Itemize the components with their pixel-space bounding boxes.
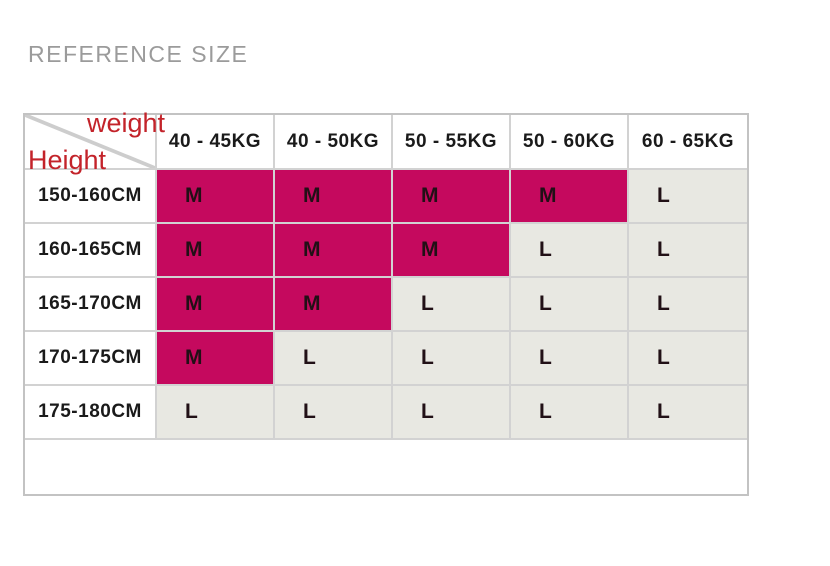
- row-header-160-165cm: 160-165CM: [25, 224, 157, 278]
- col-header-40-45kg: 40 - 45KG: [157, 115, 275, 170]
- size-cell: M: [157, 278, 275, 332]
- weight-axis-label: weight: [86, 108, 165, 138]
- diagonal-divider-line: [25, 115, 155, 168]
- size-cell: M: [157, 170, 275, 224]
- size-cell: M: [511, 170, 629, 224]
- size-cell: L: [275, 332, 393, 386]
- size-cell: L: [511, 224, 629, 278]
- size-cell: L: [629, 224, 747, 278]
- table-footer-spacer: [25, 440, 747, 494]
- size-cell: M: [157, 332, 275, 386]
- size-cell: M: [393, 224, 511, 278]
- size-cell: M: [275, 224, 393, 278]
- size-cell: M: [275, 170, 393, 224]
- size-cell: M: [393, 170, 511, 224]
- row-header-175-180cm: 175-180CM: [25, 386, 157, 440]
- col-header-50-55kg: 50 - 55KG: [393, 115, 511, 170]
- size-cell: L: [275, 386, 393, 440]
- size-cell: M: [157, 224, 275, 278]
- col-header-50-60kg: 50 - 60KG: [511, 115, 629, 170]
- size-cell: L: [629, 170, 747, 224]
- size-cell: L: [393, 278, 511, 332]
- row-header-150-160cm: 150-160CM: [25, 170, 157, 224]
- size-cell: L: [629, 386, 747, 440]
- size-cell: L: [393, 386, 511, 440]
- size-cell: L: [629, 278, 747, 332]
- row-header-165-170cm: 165-170CM: [25, 278, 157, 332]
- page-title: REFERENCE SIZE: [28, 41, 249, 67]
- col-header-60-65kg: 60 - 65KG: [629, 115, 747, 170]
- row-header-170-175cm: 170-175CM: [25, 332, 157, 386]
- size-cell: L: [629, 332, 747, 386]
- size-cell: L: [157, 386, 275, 440]
- col-header-40-50kg: 40 - 50KG: [275, 115, 393, 170]
- size-cell: M: [275, 278, 393, 332]
- size-cell: L: [393, 332, 511, 386]
- size-cell: L: [511, 386, 629, 440]
- height-axis-label: Height: [28, 144, 107, 175]
- corner-header-cell: weight Height: [25, 108, 165, 174]
- size-reference-table: weight Height 40 - 45KG 40 - 50KG 50 - 5…: [23, 108, 749, 496]
- size-cell: L: [511, 278, 629, 332]
- size-cell: L: [511, 332, 629, 386]
